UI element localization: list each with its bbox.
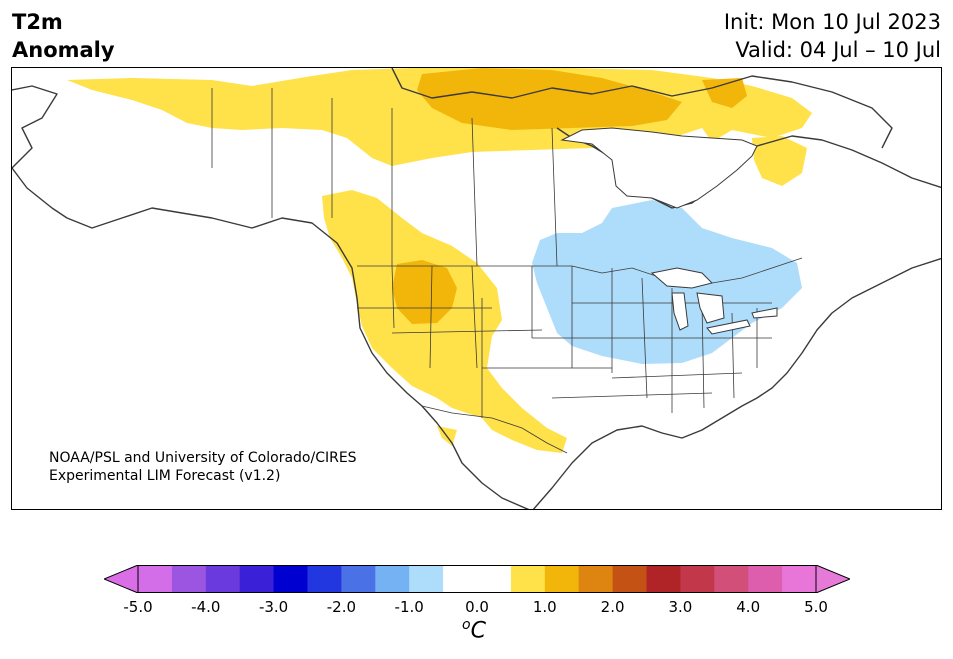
colorbar-tick-label: 5.0: [804, 598, 828, 616]
state-lines-vertical: [391, 265, 758, 418]
colorbar-tick-label: -4.0: [191, 598, 221, 616]
forecast-credit: NOAA/PSL and University of Colorado/CIRE…: [49, 449, 357, 485]
colorbar-swatch: [544, 565, 580, 593]
lake-superior: [650, 267, 713, 289]
colorbar-outline: [137, 565, 817, 593]
lake-erie: [706, 319, 751, 335]
gulf-coast-line: [532, 257, 941, 509]
colorbar-tick-label: 1.0: [532, 598, 557, 616]
colorbar-swatch: [578, 565, 614, 593]
colorbar-swatch: [714, 565, 749, 593]
colorbar-tick-label: -2.0: [326, 598, 357, 616]
canada-province-lines: [211, 88, 558, 267]
colorbar-swatch: [341, 565, 376, 593]
west-coast-line: [12, 85, 530, 509]
labrador-line: [756, 135, 941, 189]
lake-michigan: [671, 292, 689, 331]
unit-degree: o: [462, 617, 471, 633]
colorbar-swatch: [443, 565, 478, 593]
unit-celsius: C: [470, 618, 486, 644]
colorbar-tick-label: 2.0: [600, 598, 625, 616]
warm-anomaly-eastern-canada: [752, 136, 807, 186]
colorbar-under-arrow: [104, 565, 139, 593]
colorbar-swatch: [782, 565, 817, 593]
state-lines-horizontal: [357, 302, 772, 399]
colorbar: [104, 565, 850, 593]
map-title: T2m Anomaly: [12, 8, 115, 64]
colorbar-swatch: [748, 565, 783, 593]
colorbar-ticks: -5.0 -4.0 -3.0 -2.0 -1.0 0.0 1.0 2.0 3.0 4.0 5.0: [0, 598, 953, 618]
title-line-2: Anomaly: [12, 38, 115, 62]
great-lakes: [650, 267, 778, 335]
political-boundaries: [211, 88, 803, 454]
credit-line-1: NOAA/PSL and University of Colorado/CIRE…: [49, 450, 357, 466]
canada-us-border: [357, 257, 803, 284]
forecast-dates: Init: Mon 10 Jul 2023 Valid: 04 Jul – 10…: [724, 8, 941, 64]
colorbar-swatch: [138, 565, 173, 593]
hudson-bay: [560, 127, 758, 209]
credit-line-2: Experimental LIM Forecast (v1.2): [49, 468, 281, 484]
colorbar-swatch: [646, 565, 681, 593]
colorbar-swatch: [307, 565, 342, 593]
colorbar-tick-label: -3.0: [258, 598, 289, 616]
colorbar-swatches: [138, 565, 817, 593]
colorbar-swatch: [375, 565, 410, 593]
colorbar-tick-label: -5.0: [123, 598, 153, 616]
colorbar-tick-label: 0.0: [465, 598, 489, 616]
colorbar-swatch: [680, 565, 715, 593]
lake-huron: [696, 292, 725, 324]
colorbar-tick-label: 4.0: [736, 598, 761, 616]
title-line-1: T2m: [12, 10, 63, 34]
colorbar-swatch: [510, 565, 546, 593]
colorbar-swatch: [205, 565, 241, 593]
lake-ontario: [751, 307, 778, 319]
us-mexico-border: [421, 405, 568, 454]
anomaly-map: [11, 67, 942, 510]
colorbar-tick-label: -1.0: [394, 598, 424, 616]
valid-range: Valid: 04 Jul – 10 Jul: [735, 38, 941, 62]
colorbar-swatch: [239, 565, 275, 593]
warm-anomaly-west-us: [322, 190, 567, 453]
map-canvas: [12, 68, 941, 509]
arctic-islands-line: [391, 68, 893, 149]
colorbar-swatch: [273, 565, 308, 593]
warmer-anomaly-arctic: [417, 68, 682, 130]
colorbar-tick-label: 3.0: [668, 598, 693, 616]
warmer-anomaly-northeast: [702, 78, 747, 108]
init-date: Init: Mon 10 Jul 2023: [723, 10, 941, 34]
colorbar-over-arrow: [815, 565, 850, 593]
colorbar-swatch: [612, 565, 647, 593]
colorbar-swatch: [477, 565, 512, 593]
colorbar-swatch: [171, 565, 207, 593]
colorbar-unit: oC: [462, 617, 486, 643]
colorbar-swatch: [409, 565, 444, 593]
